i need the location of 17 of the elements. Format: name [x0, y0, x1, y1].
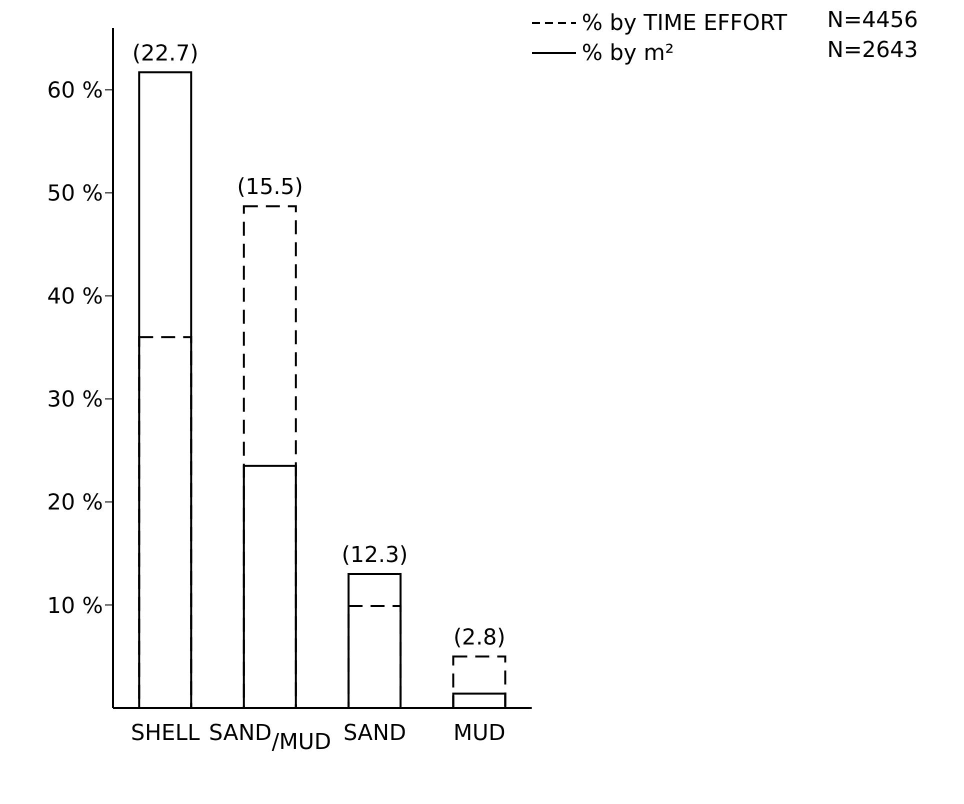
- text: N=4456: [827, 8, 918, 35]
- y-tick-label: 50 %: [47, 182, 103, 207]
- y-tick-label: 60 %: [47, 78, 103, 104]
- x-tick-label: MUD: [453, 721, 506, 746]
- annotation: (12.3): [342, 543, 408, 568]
- x-tick-label: SAND: [343, 721, 406, 746]
- y-tick-label: 30 %: [47, 388, 103, 413]
- text: N=2643: [827, 38, 918, 65]
- x-tick-label: SHELL: [130, 721, 201, 746]
- y-tick-label: 20 %: [47, 490, 103, 516]
- legend-label: % by m²: [582, 40, 674, 66]
- y-tick-label: 10 %: [47, 594, 103, 619]
- annotation: (2.8): [453, 625, 506, 650]
- annotation: (15.5): [236, 175, 304, 200]
- y-tick-label: 40 %: [47, 284, 103, 310]
- annotation: (22.7): [132, 41, 198, 66]
- legend-label: % by TIME EFFORT: [582, 10, 788, 36]
